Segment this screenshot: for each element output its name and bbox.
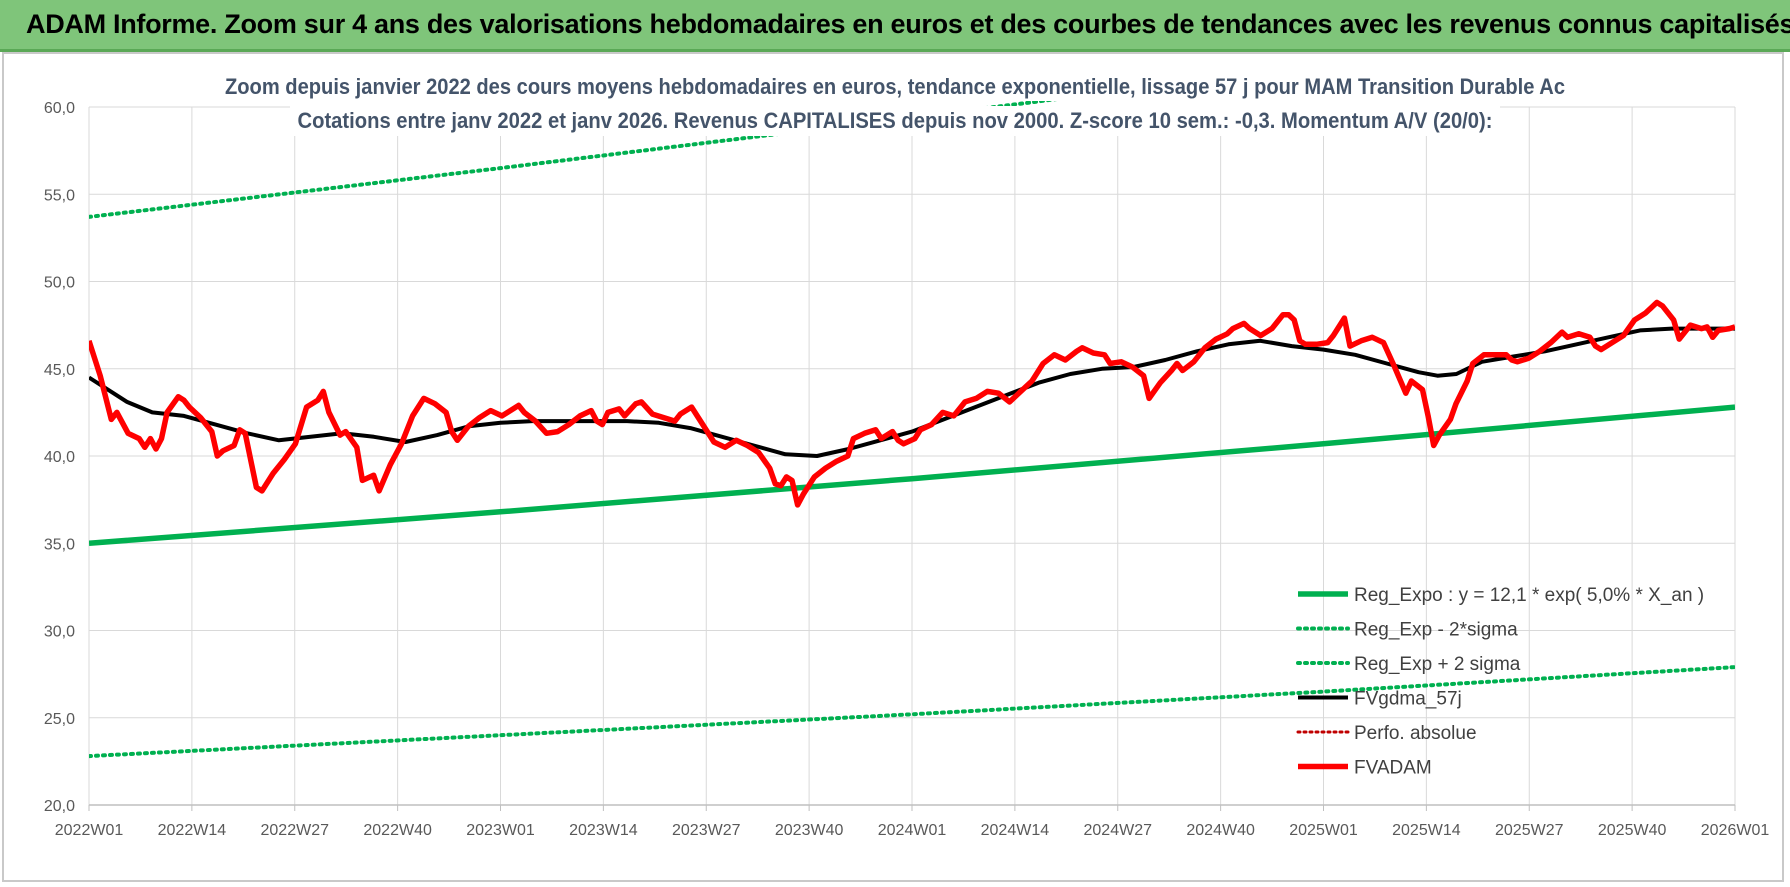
x-tick-label: 2023W01 [466, 822, 535, 839]
x-tick-label: 2024W40 [1186, 822, 1255, 839]
x-tick-label: 2025W14 [1392, 822, 1461, 839]
legend-label-perfo: Perfo. absolue [1354, 723, 1477, 744]
title-background [218, 72, 1572, 100]
chart-titles: Zoom depuis janvier 2022 des cours moyen… [218, 72, 1572, 136]
legend-label-reg_minus: Reg_Exp - 2*sigma [1354, 620, 1518, 641]
x-tick-label: 2026W01 [1701, 822, 1770, 839]
y-tick-label: 35,0 [44, 536, 75, 553]
chart-frame [2, 52, 1784, 882]
axes: 20,0 25,0 30,0 35,0 40,0 45,0 50,0 55,0 60,0 2022… [44, 100, 1769, 839]
series-line-reg_minus [89, 665, 1735, 759]
grid [88, 106, 1736, 806]
x-tick-label: 2023W14 [569, 822, 638, 839]
y-tick-label: 25,0 [44, 711, 75, 728]
legend: Reg_Expo : y = 12,1 * exp( 5,0% * X_an )… [1296, 585, 1704, 779]
x-tick-label: 2025W27 [1495, 822, 1564, 839]
y-tick-label: 55,0 [44, 187, 75, 204]
title-background [290, 106, 1500, 136]
legend-label-fvgdma: FVgdma_57j [1354, 689, 1462, 710]
legend-label-reg_plus: Reg_Exp + 2 sigma [1354, 654, 1521, 675]
x-tick-label: 2024W01 [878, 822, 947, 839]
series-group [89, 101, 1735, 759]
y-tick-label: 30,0 [44, 624, 75, 641]
series-line-reg_expo [89, 404, 1735, 547]
x-tick-label: 2023W27 [672, 822, 741, 839]
title-banner: ADAM Informe. Zoom sur 4 ans des valoris… [0, 0, 1790, 52]
x-tick-label: 2024W27 [1084, 822, 1153, 839]
y-tick-label: 20,0 [44, 798, 75, 815]
legend-label-fvadam: FVADAM [1354, 758, 1432, 779]
y-tick-label: 50,0 [44, 275, 75, 292]
series-line-fvadam [89, 299, 1735, 508]
x-tick-label: 2022W40 [363, 822, 432, 839]
y-tick-label: 45,0 [44, 362, 75, 379]
x-tick-label: 2023W40 [775, 822, 844, 839]
report-title: ADAM Informe. Zoom sur 4 ans des valoris… [26, 9, 1790, 39]
legend-label-reg_expo: Reg_Expo : y = 12,1 * exp( 5,0% * X_an ) [1354, 585, 1704, 606]
x-tick-label: 2022W14 [158, 822, 227, 839]
y-tick-label: 60,0 [44, 100, 75, 117]
chart-title-line2: Cotations entre janv 2022 et janv 2026. … [298, 108, 1493, 133]
chart-title-line1: Zoom depuis janvier 2022 des cours moyen… [225, 74, 1565, 99]
x-tick-label: 2024W14 [981, 822, 1050, 839]
y-tick-label: 40,0 [44, 449, 75, 466]
x-tick-label: 2022W01 [55, 822, 124, 839]
x-tick-label: 2025W40 [1598, 822, 1667, 839]
x-tick-label: 2022W27 [261, 822, 330, 839]
x-tick-label: 2025W01 [1289, 822, 1358, 839]
